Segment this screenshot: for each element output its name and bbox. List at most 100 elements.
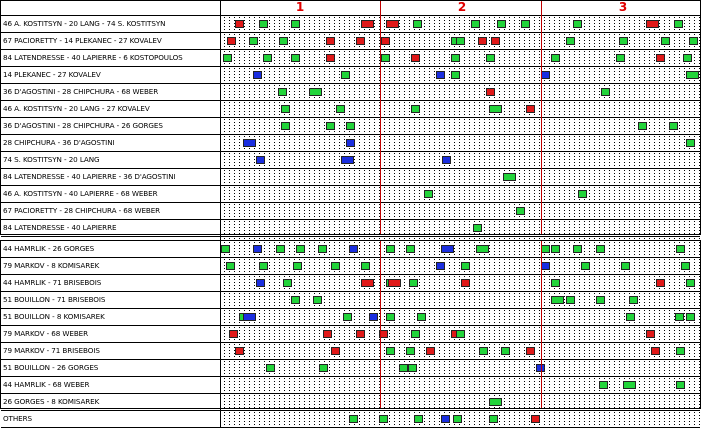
forward-line-shift-timeline [220,67,700,83]
shift-marker-green [424,190,433,198]
defense-pair-shift-timeline [220,275,700,291]
shift-marker-green [319,364,328,372]
period-header: 1 2 3 [1,0,700,16]
defense-pair-shift-timeline [220,292,700,308]
shift-marker-green [686,71,699,79]
forward-line-row: 46 A. KOSTITSYN - 20 LANG - 27 KOVALEV [1,101,700,118]
defense-pair-row-label: 79 MARKOV - 68 WEBER [3,329,89,338]
shift-marker-green [689,37,698,45]
shift-marker-green [406,347,415,355]
shift-marker-green [336,105,345,113]
shift-marker-green [501,347,510,355]
shift-marker-green [259,262,268,270]
shift-marker-green [409,279,418,287]
shift-marker-green [341,71,350,79]
shift-marker-green [479,347,488,355]
shift-marker-green [626,313,635,321]
shift-marker-blue [541,71,550,79]
defense-pair-row-label: 51 BOUILLON - 8 KOMISAREK [3,312,105,321]
forward-lines-panel: 1 2 3 46 A. KOSTITSYN - 20 LANG - 74 S. … [0,0,701,254]
shift-marker-green [381,54,390,62]
shift-marker-green [349,415,358,423]
forward-line-row: 46 A. KOSTITSYN - 20 LANG - 74 S. KOSTIT… [1,16,700,33]
shift-marker-green [417,313,426,321]
shift-marker-green [489,105,502,113]
shift-marker-green [686,279,695,287]
shift-marker-green [386,245,395,253]
defense-pair-row: 44 HAMRLIK - 71 BRISEBOIS [1,275,700,292]
shift-marker-green [461,262,470,270]
shift-marker-red [381,37,390,45]
shift-marker-blue [341,156,354,164]
defense-pair-row: 79 MARKOV - 68 WEBER [1,326,700,343]
shift-marker-green [476,245,489,253]
shift-marker-green [621,262,630,270]
shift-marker-green [551,296,564,304]
shift-marker-green [578,190,587,198]
defense-pair-shift-timeline [220,394,700,410]
shift-marker-green [573,245,582,253]
shift-marker-green [489,415,498,423]
shift-marker-red [356,37,365,45]
forward-line-row: 67 PACIORETTY - 14 PLEKANEC - 27 KOVALEV [1,33,700,50]
shift-marker-red [235,20,244,28]
defense-pair-shift-timeline [220,411,700,427]
shift-marker-green [291,296,300,304]
shift-marker-green [599,381,608,389]
defense-pair-row: OTHERS [1,411,700,428]
shift-marker-red [411,54,420,62]
defense-pair-row: 79 MARKOV - 71 BRISEBOIS [1,343,700,360]
defense-pair-row-label: 26 GORGES - 8 KOMISAREK [3,397,100,406]
defense-pair-row: 79 MARKOV - 8 KOMISAREK [1,258,700,275]
period-1-label: 1 [295,0,305,14]
shift-marker-blue [369,313,378,321]
forward-line-row-label: 46 A. KOSTITSYN - 20 LANG - 27 KOVALEV [3,104,150,113]
shift-marker-blue [436,71,445,79]
shift-marker-blue [541,262,550,270]
shift-marker-green [497,20,506,28]
forward-line-shift-timeline [220,33,700,49]
period-2-label: 2 [457,0,467,14]
shift-marker-green [581,262,590,270]
forward-line-row-label: 28 CHIPCHURA - 36 D'AGOSTINI [3,138,115,147]
period-divider-2 [541,1,542,234]
shift-marker-green [318,245,327,253]
shift-marker-green [411,105,420,113]
forward-line-row-label: 84 LATENDRESSE - 40 LAPIERRE [3,223,117,232]
shift-marker-green [473,224,482,232]
forward-line-row-label: 67 PACIORETTY - 28 CHIPCHURA - 68 WEBER [3,206,161,215]
defense-pair-row: 51 BOUILLON - 71 BRISEBOIS [1,292,700,309]
shift-marker-red [361,279,374,287]
shift-marker-green [456,37,465,45]
shift-marker-blue [256,279,265,287]
shift-marker-green [453,415,462,423]
period-divider-2-bottom [541,241,542,408]
forward-line-row: 84 LATENDRESSE - 40 LAPIERRE - 36 D'AGOS… [1,169,700,186]
shift-marker-blue [441,245,454,253]
forward-line-row-label: 67 PACIORETTY - 14 PLEKANEC - 27 KOVALEV [3,36,162,45]
period-divider-1 [380,1,381,234]
shift-marker-red [356,330,365,338]
shift-marker-red [656,279,665,287]
forward-line-shift-timeline [220,152,700,168]
shift-marker-blue [442,156,451,164]
shift-marker-green [276,245,285,253]
shift-marker-green [676,347,685,355]
shift-marker-green [346,122,355,130]
shift-marker-red [646,330,655,338]
shift-marker-green [471,20,480,28]
forward-line-row-label: 84 LATENDRESSE - 40 LAPIERRE - 36 D'AGOS… [3,172,176,181]
shift-marker-red [526,347,535,355]
shift-marker-red [326,54,335,62]
forward-line-row: 84 LATENDRESSE - 40 LAPIERRE [1,220,700,237]
forward-line-row: 46 A. KOSTITSYN - 40 LAPIERRE - 68 WEBER [1,186,700,203]
forward-line-shift-timeline [220,84,700,100]
shift-marker-blue [253,245,262,253]
forward-line-row: 14 PLEKANEC - 27 KOVALEV [1,67,700,84]
shift-marker-green [413,20,422,28]
shift-marker-red [461,279,470,287]
shift-marker-red [323,330,332,338]
shift-marker-green [521,20,530,28]
forward-line-shift-timeline [220,50,700,66]
forward-line-row-label: 36 D'AGOSTINI - 28 CHIPCHURA - 26 GORGES [3,121,163,130]
